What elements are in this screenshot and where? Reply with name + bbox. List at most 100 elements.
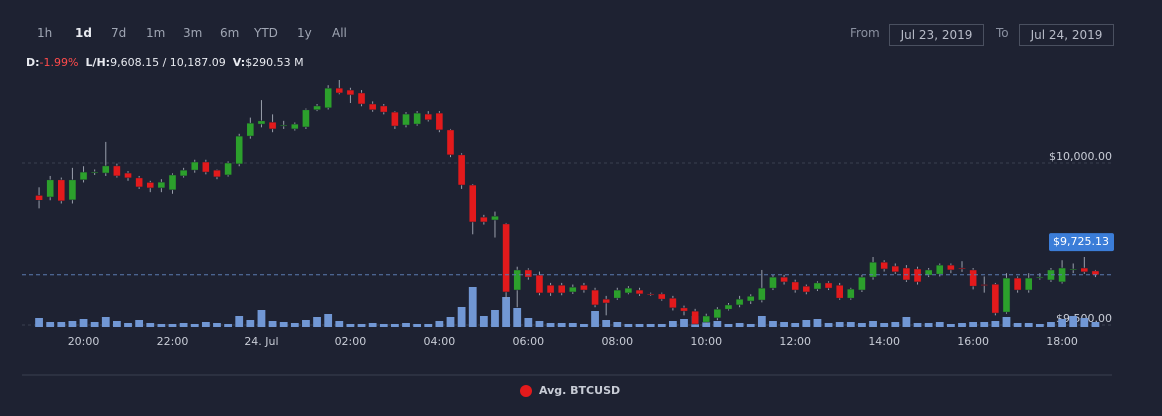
candle-body — [279, 124, 288, 127]
price-label: $9,725.13 — [1053, 235, 1109, 248]
volume-bar — [224, 324, 232, 327]
volume-bar — [491, 310, 499, 327]
volume-bar — [179, 323, 188, 327]
candle-body — [635, 289, 644, 295]
volume-bar — [858, 323, 866, 327]
from-date[interactable]: Jul 23, 2019 — [889, 24, 984, 46]
to-date[interactable]: Jul 24, 2019 — [1019, 24, 1114, 46]
candle-body — [179, 169, 188, 177]
volume-bar — [757, 316, 766, 327]
x-tick-label: 18:00 — [1046, 335, 1078, 348]
candle-body — [780, 276, 788, 283]
candle-body — [446, 129, 455, 156]
volume-bar — [235, 316, 244, 327]
volume-bar — [646, 324, 655, 327]
volume-bar — [279, 322, 288, 327]
range-button[interactable]: 7d — [111, 26, 127, 40]
legend-label[interactable]: Avg. BTCUSD — [539, 384, 620, 397]
volume-bar — [1024, 323, 1033, 327]
volume-bar — [591, 311, 599, 327]
volume-bar — [413, 324, 422, 327]
range-button[interactable]: 6m — [220, 26, 240, 40]
to-label: To — [996, 26, 1009, 40]
range-button[interactable]: 1h — [37, 26, 53, 40]
candle-body — [657, 293, 666, 300]
volume-bar — [457, 307, 466, 327]
volume-bar — [113, 321, 121, 327]
volume-bar — [335, 321, 344, 327]
volume-bar — [668, 321, 677, 327]
range-button[interactable]: 1m — [146, 26, 166, 40]
candle-body — [724, 304, 733, 310]
volume-bar — [680, 319, 688, 327]
candle-body — [346, 89, 355, 96]
volume-bar — [368, 323, 377, 327]
volume-bar — [946, 324, 955, 327]
range-button[interactable]: YTD — [254, 26, 278, 40]
volume-bar — [346, 324, 355, 327]
range-button[interactable]: 1d — [75, 26, 92, 40]
candle-body — [224, 162, 232, 176]
x-tick-label: 02:00 — [335, 335, 367, 348]
volume-bar — [546, 323, 555, 327]
volume-bar — [290, 323, 299, 327]
legend-marker[interactable] — [520, 385, 532, 397]
volume-bar — [580, 324, 588, 327]
volume-bar — [502, 297, 510, 327]
x-tick-label: 06:00 — [512, 335, 544, 348]
candle-body — [802, 285, 811, 293]
volume-bar — [513, 308, 522, 327]
candle-body — [880, 261, 888, 270]
x-tick-label: 04:00 — [424, 335, 456, 348]
volume-bar — [424, 324, 433, 327]
range-button[interactable]: 1y — [297, 26, 312, 40]
candle-body — [702, 315, 711, 323]
volume-bar — [357, 324, 366, 327]
volume-bar — [557, 323, 566, 327]
volume-bar — [1047, 322, 1055, 327]
candle-body — [613, 289, 622, 299]
volume-bar — [146, 323, 155, 327]
volume-bar — [324, 314, 333, 327]
candle-body — [424, 113, 433, 121]
volume-bar — [902, 317, 911, 327]
volume-bar — [657, 324, 666, 327]
candle-body — [713, 308, 722, 319]
candle-body — [35, 195, 43, 201]
price-label-box — [1049, 233, 1114, 252]
volume-bar — [568, 323, 577, 327]
x-tick-label: 12:00 — [779, 335, 811, 348]
volume-bar — [57, 322, 66, 327]
volume-bar — [980, 322, 989, 327]
volume-bar — [935, 322, 944, 327]
candle-body — [402, 113, 410, 126]
x-tick-label: 14:00 — [868, 335, 900, 348]
volume-bar — [268, 321, 277, 327]
candle-body — [535, 274, 544, 294]
candle-body — [1069, 268, 1078, 271]
from-label: From — [850, 26, 880, 40]
candle-body — [557, 284, 566, 294]
volume-bar — [1002, 317, 1011, 327]
volume-bar — [1069, 316, 1078, 327]
volume-bar — [190, 324, 199, 327]
candle-body — [368, 103, 377, 111]
volume-bar — [835, 322, 844, 327]
volume-bar — [257, 310, 266, 327]
range-button[interactable]: All — [332, 26, 347, 40]
volume-bar — [35, 318, 43, 327]
volume-bar — [135, 320, 144, 327]
volume-bar — [402, 323, 410, 327]
volume-bar — [68, 321, 77, 327]
volume-bar — [479, 316, 488, 327]
candle-body — [791, 281, 800, 291]
candle-body — [324, 87, 332, 109]
volume-bar — [46, 322, 55, 327]
candle-body — [691, 310, 699, 325]
volume-bar — [624, 324, 633, 327]
candle-body — [1013, 277, 1022, 291]
range-button[interactable]: 3m — [183, 26, 203, 40]
candle-body — [1002, 277, 1011, 313]
volume-bar — [791, 323, 800, 327]
